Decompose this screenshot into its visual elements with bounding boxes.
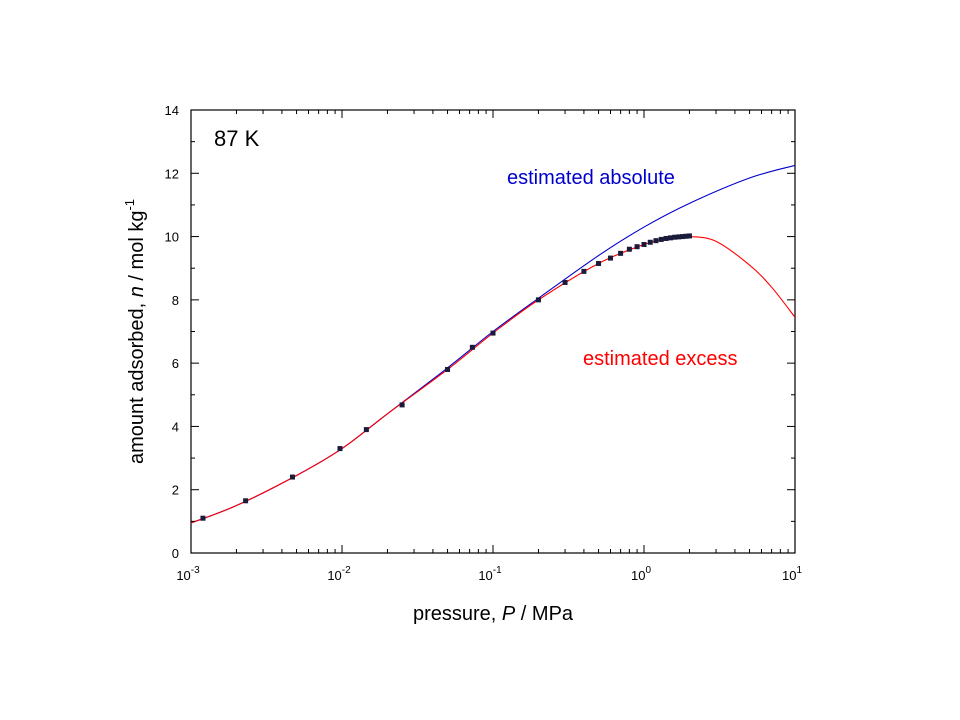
label-estimated-absolute: estimated absolute [507,167,675,189]
data-point [680,234,686,240]
data-point [596,260,602,266]
x-tick-label: 10-1 [478,565,502,583]
y-tick-label: 10 [165,230,179,245]
data-point [399,402,405,408]
data-point [581,268,587,274]
data-point [490,330,496,336]
data-point [668,235,674,241]
data-point [337,446,343,452]
data-point [363,427,369,433]
data-point [535,297,541,303]
data-point [663,235,669,241]
labels-layer: pressure, P / MPa amount adsorbed, n / mo… [122,126,738,625]
series-layer [191,164,795,524]
series-line-estimated-absolute [191,164,795,524]
y-axis-label: amount adsorbed, n / mol kg-1 [122,199,148,464]
data-point [676,234,682,240]
data-point [289,474,295,480]
data-point [647,239,653,245]
data-point [658,236,664,242]
y-tick-label: 14 [165,103,179,118]
temperature-annotation: 87 K [214,126,260,151]
y-tick-label: 0 [172,546,179,561]
data-point [653,238,659,244]
x-tick-label: 101 [782,565,802,583]
data-point [634,244,640,250]
x-axis-label: pressure, P / MPa [413,603,574,625]
x-tick-label: 100 [631,565,651,583]
y-tick-label: 2 [172,483,179,498]
data-point [618,250,624,256]
y-tick-label: 4 [172,419,179,434]
y-tick-label: 8 [172,293,179,308]
data-point [200,515,206,521]
data-point [469,344,475,350]
x-tick-label: 10-3 [176,565,200,583]
data-point [683,233,689,239]
y-tick-label: 12 [165,166,179,181]
data-point [672,234,678,240]
x-tick-label: 10-2 [327,565,351,583]
data-point [626,246,632,252]
series-line-estimated-excess [191,235,795,524]
data-point [445,366,451,372]
data-point [562,279,568,285]
label-estimated-excess: estimated excess [583,348,738,370]
data-point [243,498,249,504]
axes-layer: 0 2 4 6 8 10 12 14 10-3 10-2 10-1 100 101 [165,103,803,583]
data-point [608,255,614,261]
data-point [686,233,692,239]
data-point [641,241,647,247]
y-tick-label: 6 [172,356,179,371]
